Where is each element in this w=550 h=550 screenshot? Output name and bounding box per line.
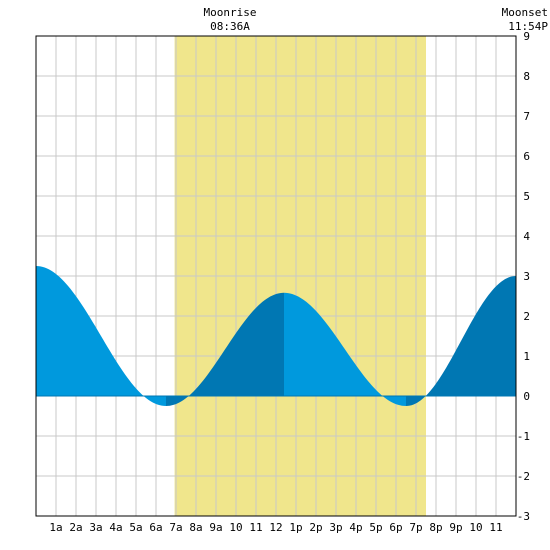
y-tick-label: 6 [523,150,530,163]
x-tick-label: 9p [449,521,462,534]
y-tick-label: 0 [523,390,530,403]
x-tick-label: 3a [89,521,102,534]
grid-layer [36,36,516,516]
x-tick-label: 8a [189,521,202,534]
x-tick-label: 4a [109,521,122,534]
x-tick-label: 10 [229,521,242,534]
x-tick-labels: 1a 2a 3a 4a 5a 6a 7a 8a 9a 10 11 12 1p 2p 3p 4p 5p 6p 7p 8p… [49,521,502,534]
x-tick-label: 4p [349,521,362,534]
y-tick-label: 4 [523,230,530,243]
moonset-label: Moonset [502,6,548,19]
moonrise-time: 08:36A [210,20,250,33]
y-tick-label: 2 [523,310,530,323]
x-tick-label: 1p [289,521,302,534]
x-tick-label: 9a [209,521,222,534]
y-tick-label: 3 [523,270,530,283]
x-tick-label: 8p [429,521,442,534]
tide-layer [36,266,516,406]
x-tick-label: 3p [329,521,342,534]
x-tick-label: 6p [389,521,402,534]
y-tick-labels: -3 -2 -1 0 1 2 3 4 5 6 7 8 9 [517,30,531,523]
x-tick-label: 5p [369,521,382,534]
y-tick-label: -2 [517,470,530,483]
x-tick-label: 2p [309,521,322,534]
y-tick-label: -1 [517,430,530,443]
tide-area-falling [284,292,406,406]
x-tick-label: 10 [469,521,482,534]
y-tick-label: 7 [523,110,530,123]
moonrise-label: Moonrise [204,6,257,19]
x-tick-label: 6a [149,521,162,534]
y-tick-label: 9 [523,30,530,43]
tide-area-rising [166,292,284,406]
x-tick-label: 11 [249,521,262,534]
moonset-time: 11:54P [508,20,548,33]
y-tick-label: 8 [523,70,530,83]
x-tick-label: 5a [129,521,142,534]
plot-border [35,35,517,517]
x-tick-label: 7a [169,521,182,534]
x-tick-label: 1a [49,521,62,534]
tide-area-falling [36,266,166,406]
y-tick-label: 5 [523,190,530,203]
y-tick-label: -3 [517,510,530,523]
x-tick-label: 7p [409,521,422,534]
y-tick-label: 1 [523,350,530,363]
tide-area-rising [406,276,516,406]
x-tick-label: 2a [69,521,82,534]
x-tick-label: 12 [269,521,282,534]
x-tick-label: 11 [489,521,502,534]
